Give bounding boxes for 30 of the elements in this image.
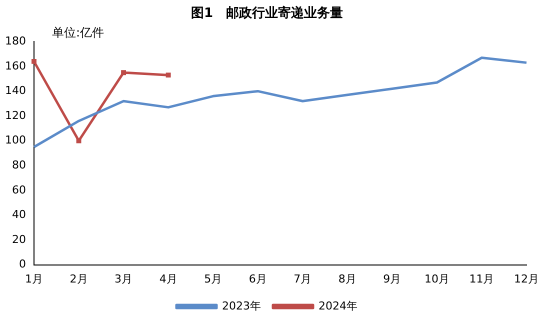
x-tick-label: 10月 bbox=[424, 272, 450, 286]
point bbox=[166, 72, 171, 78]
y-tick-label: 140 bbox=[4, 84, 26, 98]
legend-label: 2023年 bbox=[222, 299, 262, 312]
point bbox=[121, 70, 126, 76]
y-tick-label: 80 bbox=[12, 158, 26, 172]
chart-title: 图1 邮政行业寄递业务量 bbox=[190, 5, 344, 22]
x-tick-label: 4月 bbox=[159, 272, 178, 286]
y-tick-label: 40 bbox=[12, 208, 26, 222]
y-tick-label: 20 bbox=[12, 232, 26, 246]
legend-label: 2024年 bbox=[318, 299, 358, 312]
x-tick-label: 3月 bbox=[114, 272, 133, 286]
x-tick-label: 2月 bbox=[70, 272, 88, 286]
text: 单位:亿件 bbox=[52, 26, 104, 40]
y-tick-label: 60 bbox=[12, 183, 26, 196]
x-tick-label: 12月 bbox=[514, 272, 539, 286]
x-tick-label: 11月 bbox=[469, 272, 494, 286]
y-tick-label: 180 bbox=[4, 34, 26, 48]
x-tick-label: 8月 bbox=[338, 272, 356, 286]
x-tick-label: 9月 bbox=[383, 272, 402, 286]
x-tick-label: 7月 bbox=[294, 272, 312, 286]
y-tick-label: 160 bbox=[4, 59, 26, 72]
y-tick-label: 120 bbox=[4, 108, 26, 122]
x-tick-label: 1月 bbox=[24, 272, 43, 286]
y-tick-label: 0 bbox=[18, 258, 26, 271]
y-tick-label: 100 bbox=[4, 134, 26, 147]
x-tick-label: 6月 bbox=[248, 272, 267, 286]
point bbox=[76, 138, 82, 144]
point bbox=[32, 58, 36, 64]
x-tick-label: 5月 bbox=[204, 272, 222, 286]
